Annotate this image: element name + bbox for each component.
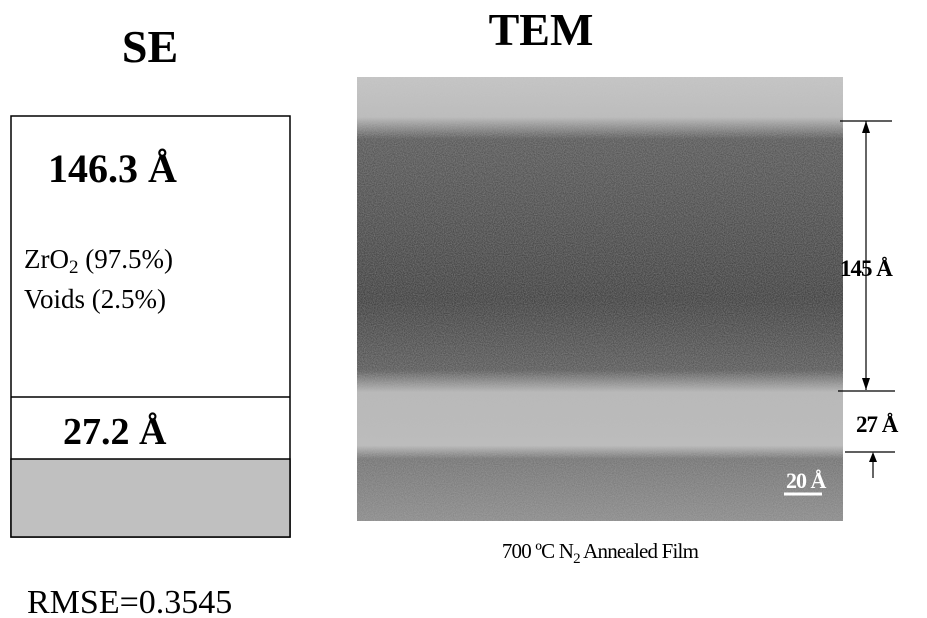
caption: 700 ºC N2 Annealed Film [502, 539, 699, 567]
caption-text: 700 ºC N [502, 539, 574, 563]
arrowheads [862, 121, 877, 462]
tem-texture [357, 77, 843, 521]
layer-thickness: 146.3 Å [48, 146, 177, 191]
substrate [11, 459, 290, 537]
rmse: RMSE=0.3545 [27, 584, 232, 618]
composition: ZrO2 (97.5%) [24, 244, 173, 278]
figure: SE 146.3 Å ZrO2 (97.5%) Voids (2.5%) 27.… [0, 0, 927, 618]
caption-text: Annealed Film [580, 539, 699, 563]
layer-thickness: 27.2 Å [63, 411, 167, 453]
se-title: SE [122, 21, 178, 72]
tem-title: TEM [489, 4, 594, 55]
composition-text: ZrO [24, 244, 69, 274]
composition: Voids (2.5%) [24, 284, 166, 314]
composition-text: (97.5%) [78, 244, 172, 274]
subscript: 2 [69, 257, 79, 278]
scale-bar-label: 20 Å [786, 468, 827, 493]
film-thickness: 145 Å [840, 256, 893, 281]
interlayer-thickness: 27 Å [856, 412, 899, 437]
